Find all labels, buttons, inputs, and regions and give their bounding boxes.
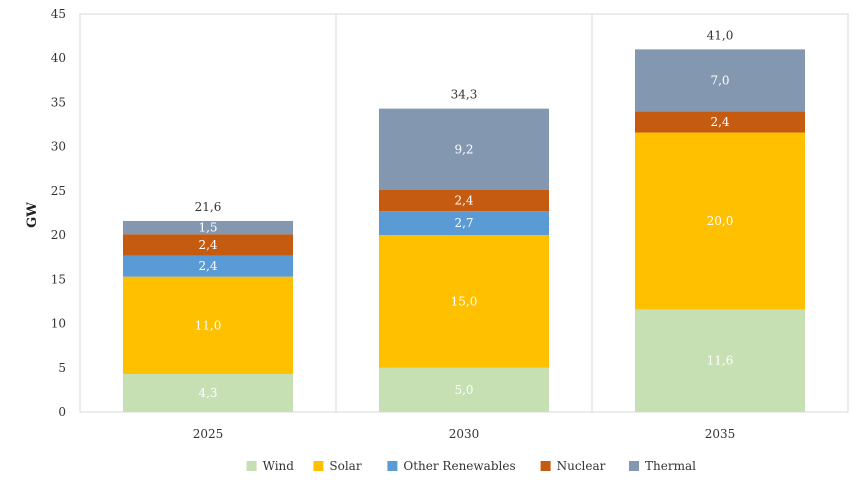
total-label: 41,0 [707, 28, 734, 42]
legend-swatch [629, 461, 639, 471]
total-label: 21,6 [195, 200, 222, 214]
data-label: 20,0 [707, 214, 734, 228]
plot-area: 0510152025303540454,311,02,42,41,521,620… [51, 7, 849, 441]
legend-label: Solar [329, 459, 361, 473]
bar-segment [123, 255, 293, 277]
total-label: 34,3 [451, 88, 478, 102]
data-label: 2,4 [198, 259, 217, 273]
data-label: 9,2 [454, 142, 473, 156]
data-label: 2,4 [198, 238, 217, 252]
bar-segment [123, 234, 293, 256]
data-label: 15,0 [451, 294, 478, 308]
y-tick-label: 10 [51, 317, 66, 331]
legend-swatch [246, 461, 257, 471]
bar-segment [123, 373, 293, 412]
bar-segment [635, 309, 805, 412]
bar-segment [635, 111, 805, 133]
data-label: 11,6 [707, 354, 734, 368]
x-tick-label: 2035 [705, 427, 736, 441]
legend: Wind Solar Other Renewables Nuclear Thermal [246, 459, 696, 473]
legend-label: Other Renewables [403, 459, 515, 473]
x-tick-label: 2025 [193, 427, 224, 441]
y-tick-label: 25 [51, 184, 66, 198]
bar-segment [379, 211, 549, 236]
data-label: 2,4 [710, 115, 729, 129]
y-tick-label: 35 [51, 95, 66, 109]
y-tick-label: 15 [51, 272, 66, 286]
x-tick-label: 2030 [449, 427, 480, 441]
data-label: 2,7 [454, 216, 473, 230]
legend-swatch [540, 461, 551, 471]
y-tick-label: 5 [58, 361, 66, 375]
bar-segment [635, 49, 805, 112]
bar-segment [123, 220, 293, 235]
bar-segment [635, 132, 805, 310]
data-label: 7,0 [710, 73, 729, 87]
y-tick-label: 0 [58, 405, 66, 419]
data-label: 1,5 [198, 221, 217, 235]
bar-segment [379, 367, 549, 412]
legend-label: Wind [263, 459, 295, 473]
bar-segment [379, 190, 549, 212]
bar-segment [379, 235, 549, 368]
y-tick-label: 30 [51, 140, 66, 154]
data-label: 11,0 [195, 318, 222, 332]
y-tick-label: 20 [51, 228, 66, 242]
bar-segment [379, 108, 549, 191]
data-label: 4,3 [198, 386, 217, 400]
y-tick-label: 45 [51, 7, 66, 21]
data-label: 2,4 [454, 194, 473, 208]
data-label: 5,0 [454, 383, 473, 397]
legend-swatch [387, 461, 398, 471]
legend-label: Thermal [645, 459, 696, 473]
bar-segment [123, 276, 293, 374]
legend-swatch [313, 461, 324, 471]
y-tick-label: 40 [51, 51, 66, 65]
y-axis-label: GW [25, 202, 40, 228]
legend-label: Nuclear [557, 459, 606, 473]
